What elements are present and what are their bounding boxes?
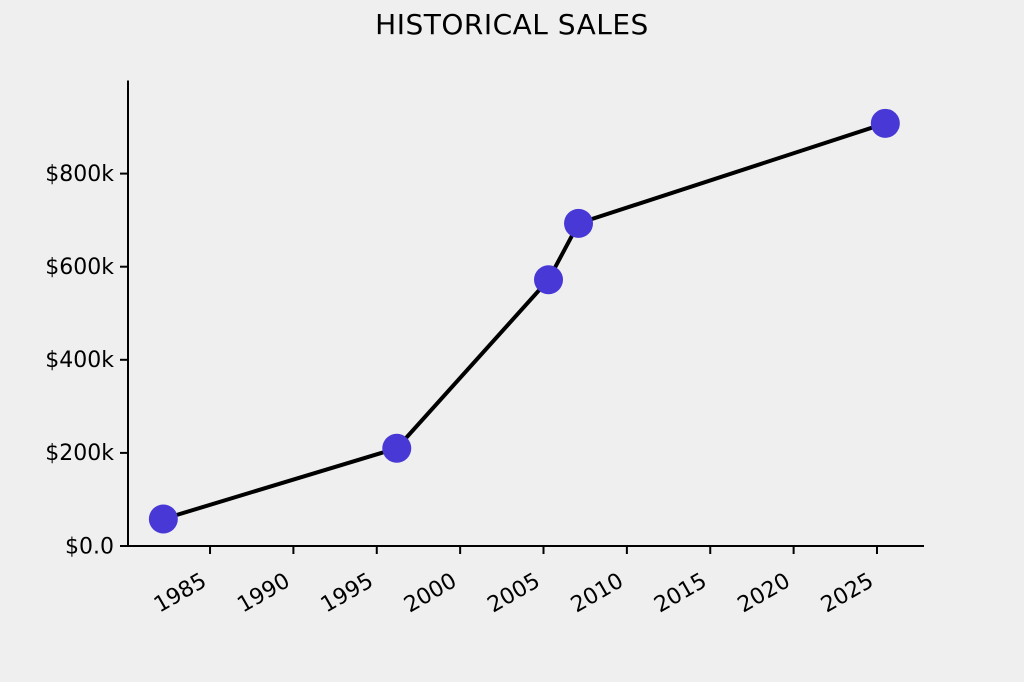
x-tick-label: 2005 [484, 569, 545, 619]
y-tick-label: $600k [45, 255, 114, 280]
data-point-marker [870, 108, 900, 138]
data-point-marker [534, 265, 564, 295]
x-tick-label: 2010 [567, 569, 628, 619]
series-line [161, 121, 888, 522]
data-point-marker [148, 504, 178, 534]
x-tick-label: 1985 [150, 569, 211, 619]
x-tick-label: 2020 [734, 569, 795, 619]
data-point-marker [564, 208, 594, 238]
y-tick-label: $800k [45, 162, 114, 187]
x-tick-label: 1990 [233, 569, 294, 619]
chart-title: HISTORICAL SALES [375, 8, 649, 41]
x-tick-label: 2000 [400, 569, 461, 619]
y-tick-label: $0.0 [65, 534, 114, 559]
data-point-marker [382, 433, 412, 463]
y-tick-label: $200k [45, 441, 114, 466]
x-tick-label: 1995 [317, 569, 378, 619]
x-tick-label: 2025 [817, 569, 878, 619]
y-tick-label: $400k [45, 348, 114, 373]
x-tick-label: 2015 [650, 569, 711, 619]
